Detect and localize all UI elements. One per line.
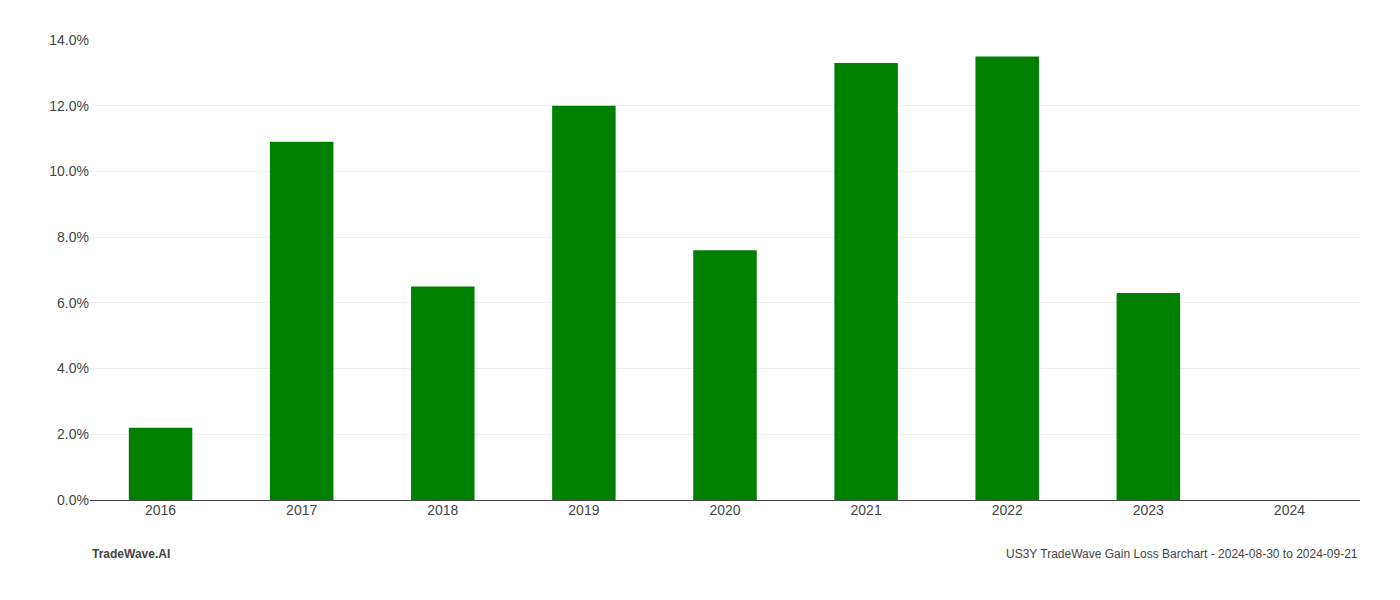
- svg-text:10.0%: 10.0%: [49, 163, 89, 179]
- svg-text:TradeWave.AI: TradeWave.AI: [92, 547, 170, 561]
- svg-text:US3Y TradeWave Gain Loss Barch: US3Y TradeWave Gain Loss Barchart - 2024…: [1006, 547, 1358, 561]
- svg-text:2020: 2020: [709, 502, 740, 518]
- svg-text:2016: 2016: [145, 502, 176, 518]
- svg-text:4.0%: 4.0%: [57, 360, 89, 376]
- svg-text:2024: 2024: [1274, 502, 1305, 518]
- svg-text:2017: 2017: [286, 502, 317, 518]
- svg-text:2.0%: 2.0%: [57, 426, 89, 442]
- svg-text:0.0%: 0.0%: [57, 492, 89, 508]
- svg-text:2019: 2019: [568, 502, 599, 518]
- svg-text:2023: 2023: [1133, 502, 1164, 518]
- svg-text:6.0%: 6.0%: [57, 295, 89, 311]
- svg-text:2022: 2022: [992, 502, 1023, 518]
- svg-text:12.0%: 12.0%: [49, 98, 89, 114]
- svg-text:2018: 2018: [427, 502, 458, 518]
- svg-text:8.0%: 8.0%: [57, 229, 89, 245]
- svg-text:14.0%: 14.0%: [49, 32, 89, 48]
- svg-text:2021: 2021: [851, 502, 882, 518]
